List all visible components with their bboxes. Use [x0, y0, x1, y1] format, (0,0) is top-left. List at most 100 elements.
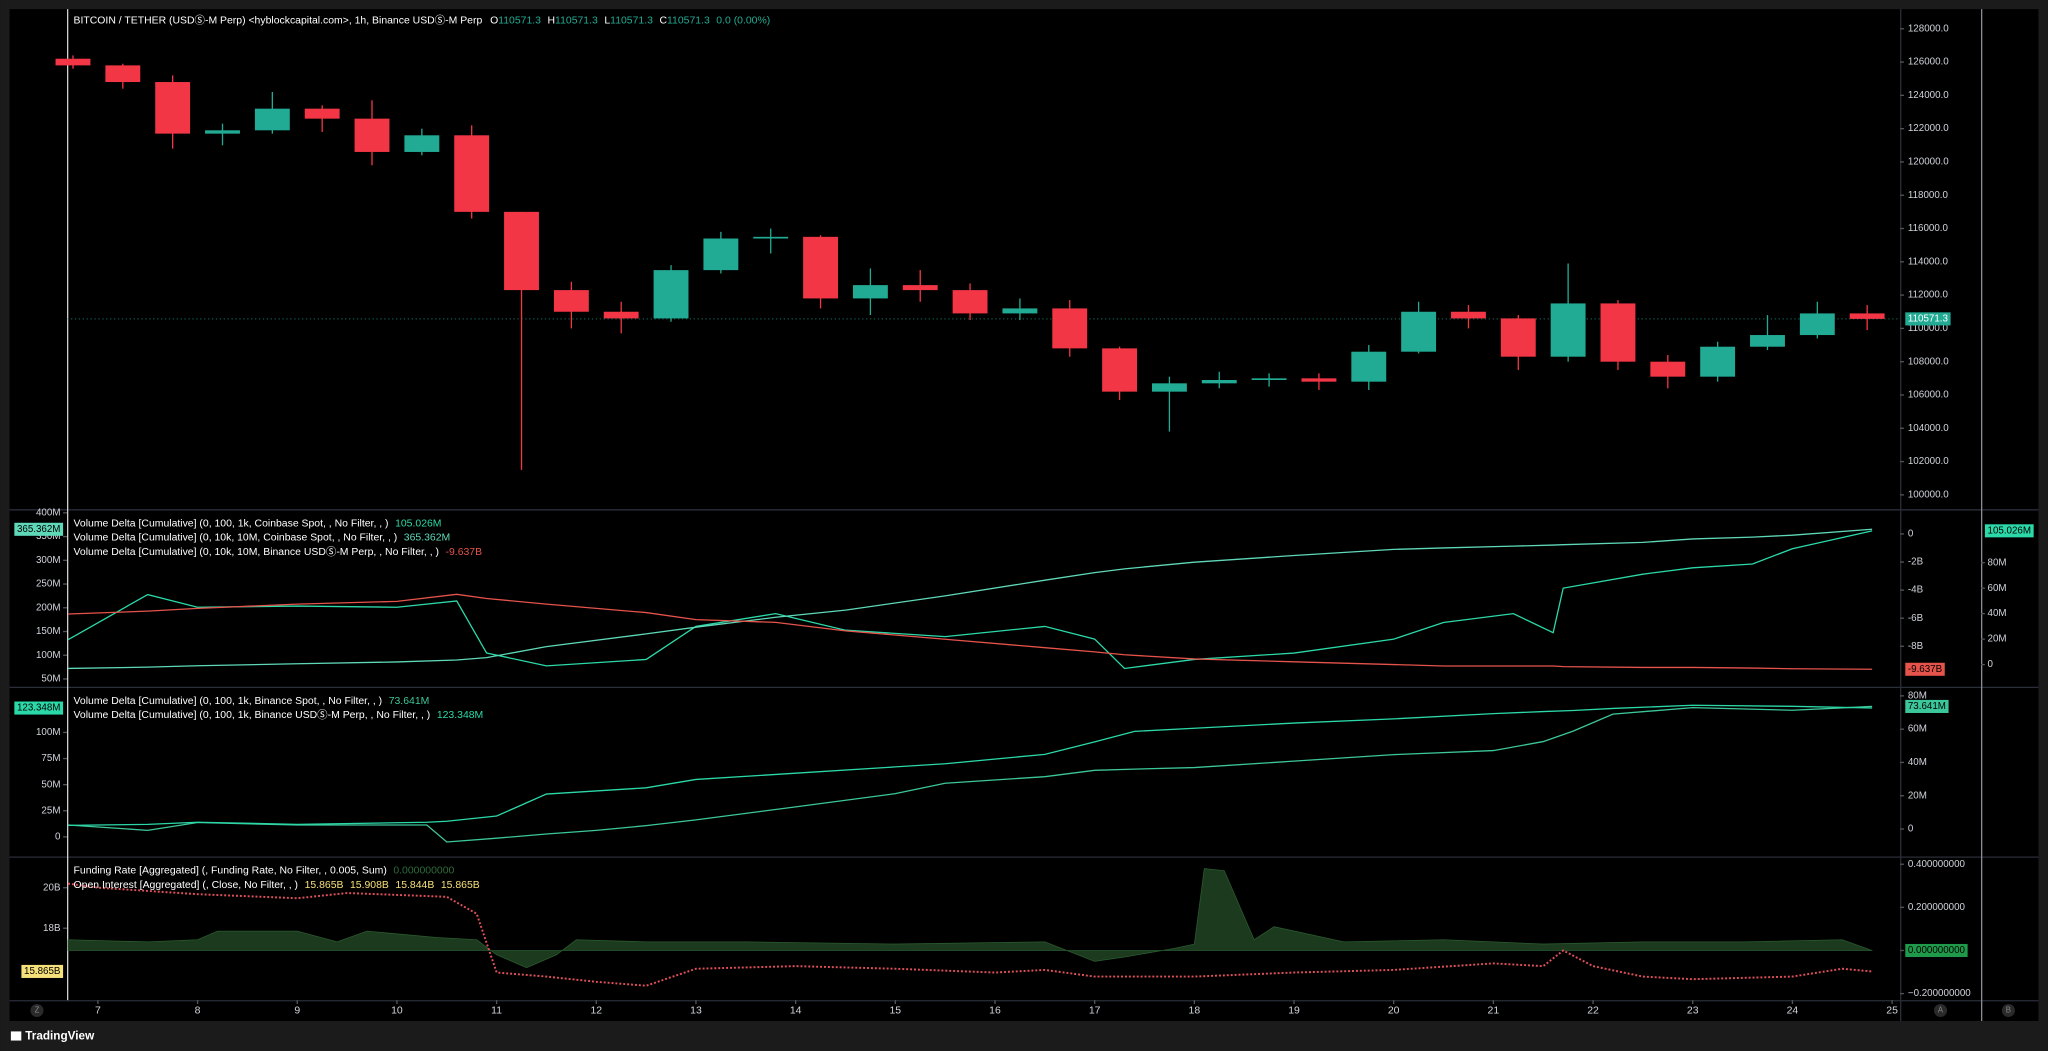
candle-body — [1700, 346, 1736, 377]
candle-body — [902, 285, 938, 291]
candle-body — [653, 270, 689, 319]
change: 0.0 (0.00%) — [716, 16, 770, 27]
candle-body — [952, 290, 988, 314]
legend-value: 15.865B — [305, 880, 344, 891]
button-label[interactable]: Z — [35, 1006, 40, 1015]
candle-body — [105, 65, 141, 83]
y-tick-label: 250M — [36, 579, 60, 590]
x-tick-label: 9 — [294, 1005, 300, 1016]
series-line — [68, 528, 1873, 670]
y-tick-label: 100M — [36, 650, 60, 661]
candle-body — [553, 290, 589, 312]
legend-value: -9.637B — [446, 547, 483, 558]
y-tick-label: -4B — [1908, 585, 1924, 596]
y-tick-label: 0 — [55, 831, 61, 842]
y-tick-label: 0.200000000 — [1908, 902, 1966, 913]
last-value-box — [1905, 662, 1945, 676]
y-tick-label: 80M — [1988, 557, 2007, 568]
candle-body — [354, 118, 390, 152]
last-value-label: 0.000000000 — [1908, 945, 1966, 956]
candle-body — [205, 130, 240, 134]
y-tick-label: 110000.0 — [1908, 323, 1949, 334]
candle-body — [55, 58, 91, 66]
y-tick-label: 122000.0 — [1908, 123, 1949, 134]
y-tick-label: 128000.0 — [1908, 23, 1949, 34]
legend-name: Volume Delta [Cumulative] (0, 10k, 10M, … — [74, 546, 439, 558]
y-tick-label: 25M — [41, 805, 60, 816]
y-tick-label: -6B — [1908, 613, 1924, 624]
button-label[interactable]: B — [2006, 1006, 2011, 1015]
x-tick-label: 11 — [491, 1005, 502, 1016]
y-tick-label: -2B — [1908, 557, 1924, 568]
y-tick-label: 112000.0 — [1908, 290, 1949, 301]
candle-body — [304, 108, 340, 119]
candle-body — [1301, 378, 1337, 382]
y-tick-label: 100000.0 — [1908, 489, 1949, 500]
ohlc-key: L — [604, 16, 610, 27]
candle-body — [1600, 303, 1636, 362]
button[interactable] — [1933, 1003, 1948, 1018]
x-tick-label: 19 — [1288, 1005, 1300, 1016]
last-value-label: -9.637B — [1908, 664, 1943, 675]
legend-name: Funding Rate [Aggregated] (, Funding Rat… — [74, 866, 387, 877]
last-value-box — [14, 701, 64, 715]
legend-value: 15.908B — [350, 880, 389, 891]
legend-value: 365.362M — [404, 533, 450, 544]
legend-value: 15.865B — [441, 880, 480, 891]
candle-body — [603, 311, 639, 319]
candle-body — [1500, 318, 1536, 357]
x-tick-label: 7 — [95, 1005, 101, 1016]
ohlc-value: 110571.3 — [610, 16, 653, 27]
legend-name: Open Interest [Aggregated] (, Close, No … — [74, 880, 299, 891]
x-tick-label: 14 — [790, 1005, 802, 1016]
x-tick-label: 17 — [1089, 1005, 1101, 1016]
y-tick-label: 75M — [41, 753, 60, 764]
x-tick-label: 20 — [1388, 1005, 1400, 1016]
y-tick-label: 300M — [36, 555, 60, 566]
candle-body — [1052, 308, 1088, 349]
chart-area — [9, 9, 2039, 1021]
x-tick-label: 22 — [1587, 1005, 1599, 1016]
button[interactable] — [2001, 1003, 2015, 1018]
candle-body — [1750, 335, 1785, 347]
logo-icon — [10, 1031, 22, 1041]
candle-body — [852, 285, 888, 299]
legend-name: Volume Delta [Cumulative] (0, 10k, 10M, … — [74, 533, 398, 544]
y-tick-label: 80M — [1908, 690, 1927, 701]
candle-body — [1650, 361, 1686, 377]
y-tick-label: -8B — [1908, 641, 1924, 652]
y-tick-label: 50M — [41, 674, 60, 685]
y-tick-label: 114000.0 — [1908, 256, 1949, 267]
button-label[interactable]: A — [1938, 1006, 1944, 1015]
y-tick-label: 0 — [1908, 824, 1914, 835]
candle-body — [1550, 303, 1586, 357]
y-tick-label: 20B — [43, 882, 61, 893]
series-line — [68, 593, 1873, 670]
candle-body — [1102, 348, 1138, 392]
legend-value: 123.348M — [437, 710, 483, 721]
last-value-label: 365.362M — [17, 524, 61, 535]
x-tick-label: 18 — [1189, 1005, 1201, 1016]
candle-body — [1451, 311, 1486, 319]
brand[interactable]: TradingView — [25, 1030, 95, 1043]
y-tick-label: 200M — [36, 602, 60, 613]
y-tick-label: 60M — [1988, 583, 2007, 594]
x-tick-label: 25 — [1886, 1005, 1898, 1016]
ohlc-key: O — [490, 16, 498, 27]
candle-body — [1151, 383, 1187, 392]
legend-name: Volume Delta [Cumulative] (0, 100, 1k, B… — [74, 709, 431, 721]
y-tick-label: 124000.0 — [1908, 90, 1949, 101]
candle-body — [1849, 313, 1885, 319]
legend-name: Volume Delta [Cumulative] (0, 100, 1k, C… — [74, 518, 389, 529]
last-value-box — [14, 522, 64, 536]
candle-body — [504, 211, 539, 291]
candle-body — [404, 135, 440, 152]
button[interactable] — [30, 1003, 44, 1018]
last-value-label: 73.641M — [1908, 701, 1946, 712]
x-tick-label: 15 — [890, 1005, 902, 1016]
series-line — [67, 882, 1873, 987]
y-tick-label: 150M — [36, 626, 60, 637]
y-tick-label: 20M — [1908, 790, 1927, 801]
candle-body — [254, 108, 290, 131]
ohlc-key: H — [548, 16, 556, 27]
